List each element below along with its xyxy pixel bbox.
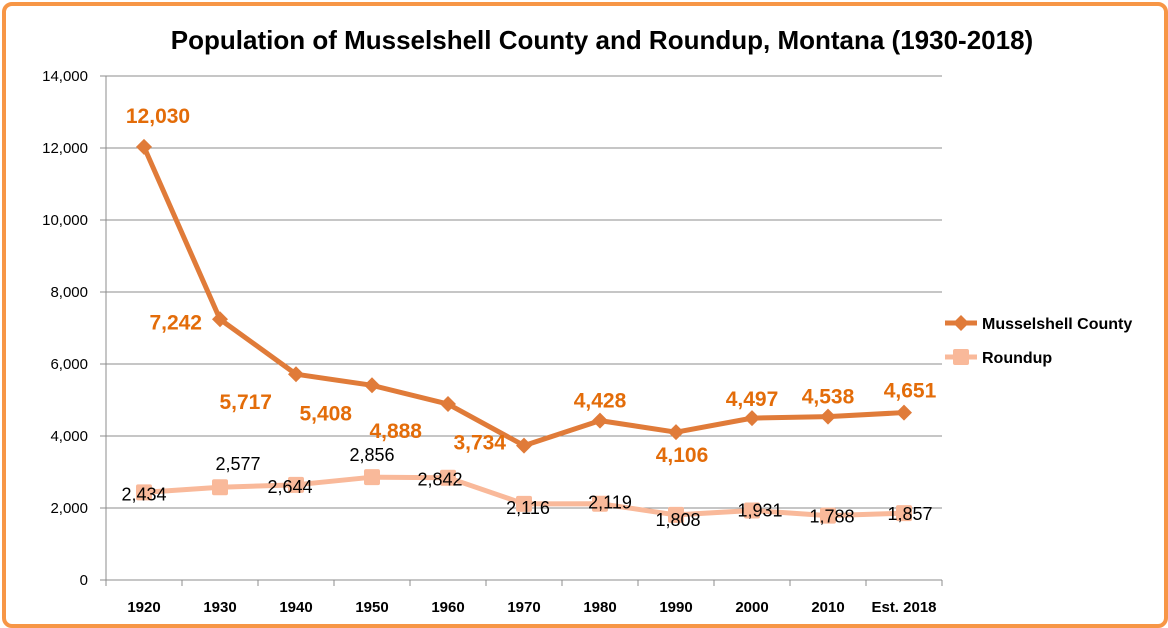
legend-label: Roundup xyxy=(982,350,1052,367)
data-point-diamond xyxy=(440,396,456,413)
data-label-musselshell-county: 4,497 xyxy=(726,388,779,411)
data-label-musselshell-county: 3,734 xyxy=(453,432,506,455)
data-label-roundup: 2,577 xyxy=(215,454,260,474)
x-tick-label: Est. 2018 xyxy=(871,599,936,616)
data-point-square xyxy=(668,506,684,523)
data-label-musselshell-county: 4,106 xyxy=(656,444,709,467)
data-point-square xyxy=(440,469,456,486)
data-label-musselshell-county: 4,428 xyxy=(574,390,627,413)
legend-item-musselshell-county: Musselshell County xyxy=(945,315,1132,333)
data-point-diamond xyxy=(288,366,304,383)
x-tick-label: 1940 xyxy=(279,599,312,616)
data-point-diamond xyxy=(516,437,532,454)
data-point-diamond xyxy=(212,311,228,328)
data-point-square xyxy=(364,469,380,486)
x-tick-label: 1960 xyxy=(431,599,464,616)
data-label-roundup: 1,857 xyxy=(887,504,932,524)
chart-title: Population of Musselshell County and Rou… xyxy=(171,25,1033,55)
data-point-diamond xyxy=(820,408,836,425)
data-label-musselshell-county: 5,717 xyxy=(219,391,272,414)
data-label-musselshell-county: 7,242 xyxy=(149,311,202,334)
data-label-musselshell-county: 12,030 xyxy=(126,105,190,128)
data-point-square xyxy=(820,507,836,524)
legend-marker xyxy=(953,315,969,331)
x-tick-label: 2010 xyxy=(811,599,844,616)
data-point-diamond xyxy=(592,412,608,429)
data-point-diamond xyxy=(364,377,380,394)
x-tick-label: 1920 xyxy=(127,599,160,616)
y-tick-label: 4,000 xyxy=(50,428,88,445)
data-label-roundup: 2,842 xyxy=(417,470,462,490)
data-label-roundup: 1,931 xyxy=(737,500,782,520)
x-tick-label: 1950 xyxy=(355,599,388,616)
data-point-diamond xyxy=(896,404,912,421)
data-label-musselshell-county: 5,408 xyxy=(299,402,352,425)
y-tick-label: 0 xyxy=(80,572,88,589)
legend-label: Musselshell County xyxy=(982,316,1132,333)
y-tick-label: 10,000 xyxy=(42,212,88,229)
data-point-square xyxy=(288,476,304,493)
data-label-musselshell-county: 4,888 xyxy=(369,420,422,443)
data-point-square xyxy=(136,484,152,501)
data-point-diamond xyxy=(744,410,760,427)
x-tick-label: 1990 xyxy=(659,599,692,616)
y-tick-label: 12,000 xyxy=(42,140,88,157)
data-point-square xyxy=(592,495,608,512)
y-tick-label: 2,000 xyxy=(50,500,88,517)
data-labels: 12,030 7,242 5,717 5,408 4,888 3,734 4,428 4,10… xyxy=(121,105,936,530)
y-tick-label: 8,000 xyxy=(50,284,88,301)
gridlines xyxy=(106,75,942,509)
data-point-diamond xyxy=(136,138,152,155)
x-tick-label: 2000 xyxy=(735,599,768,616)
x-tick-label: 1930 xyxy=(203,599,236,616)
data-label-roundup: 1,788 xyxy=(809,507,854,527)
data-label-musselshell-county: 4,651 xyxy=(884,380,937,403)
x-tick-label: 1970 xyxy=(507,599,540,616)
data-point-square xyxy=(896,505,912,522)
series-lines xyxy=(136,138,912,524)
data-point-diamond xyxy=(668,424,684,441)
legend-item-roundup: Roundup xyxy=(945,349,1052,367)
legend-marker xyxy=(953,349,969,365)
axes: 0 2,000 4,000 6,000 8,000 10,000 12,000 14,000 1… xyxy=(42,68,943,616)
data-label-roundup: 2,119 xyxy=(588,493,632,513)
data-label-roundup: 2,856 xyxy=(349,445,394,465)
data-label-roundup: 2,644 xyxy=(267,477,312,497)
data-label-roundup: 2,434 xyxy=(121,484,166,504)
data-label-musselshell-county: 4,538 xyxy=(802,386,855,409)
y-tick-label: 14,000 xyxy=(42,68,88,85)
y-tick-label: 6,000 xyxy=(50,356,88,373)
x-tick-label: 1980 xyxy=(583,599,616,616)
data-label-roundup: 2,116 xyxy=(506,498,550,518)
legend: Musselshell County Roundup xyxy=(945,315,1132,367)
data-point-square xyxy=(744,502,760,519)
data-point-square xyxy=(516,495,532,512)
data-label-roundup: 1,808 xyxy=(655,510,700,530)
data-point-square xyxy=(212,479,228,496)
